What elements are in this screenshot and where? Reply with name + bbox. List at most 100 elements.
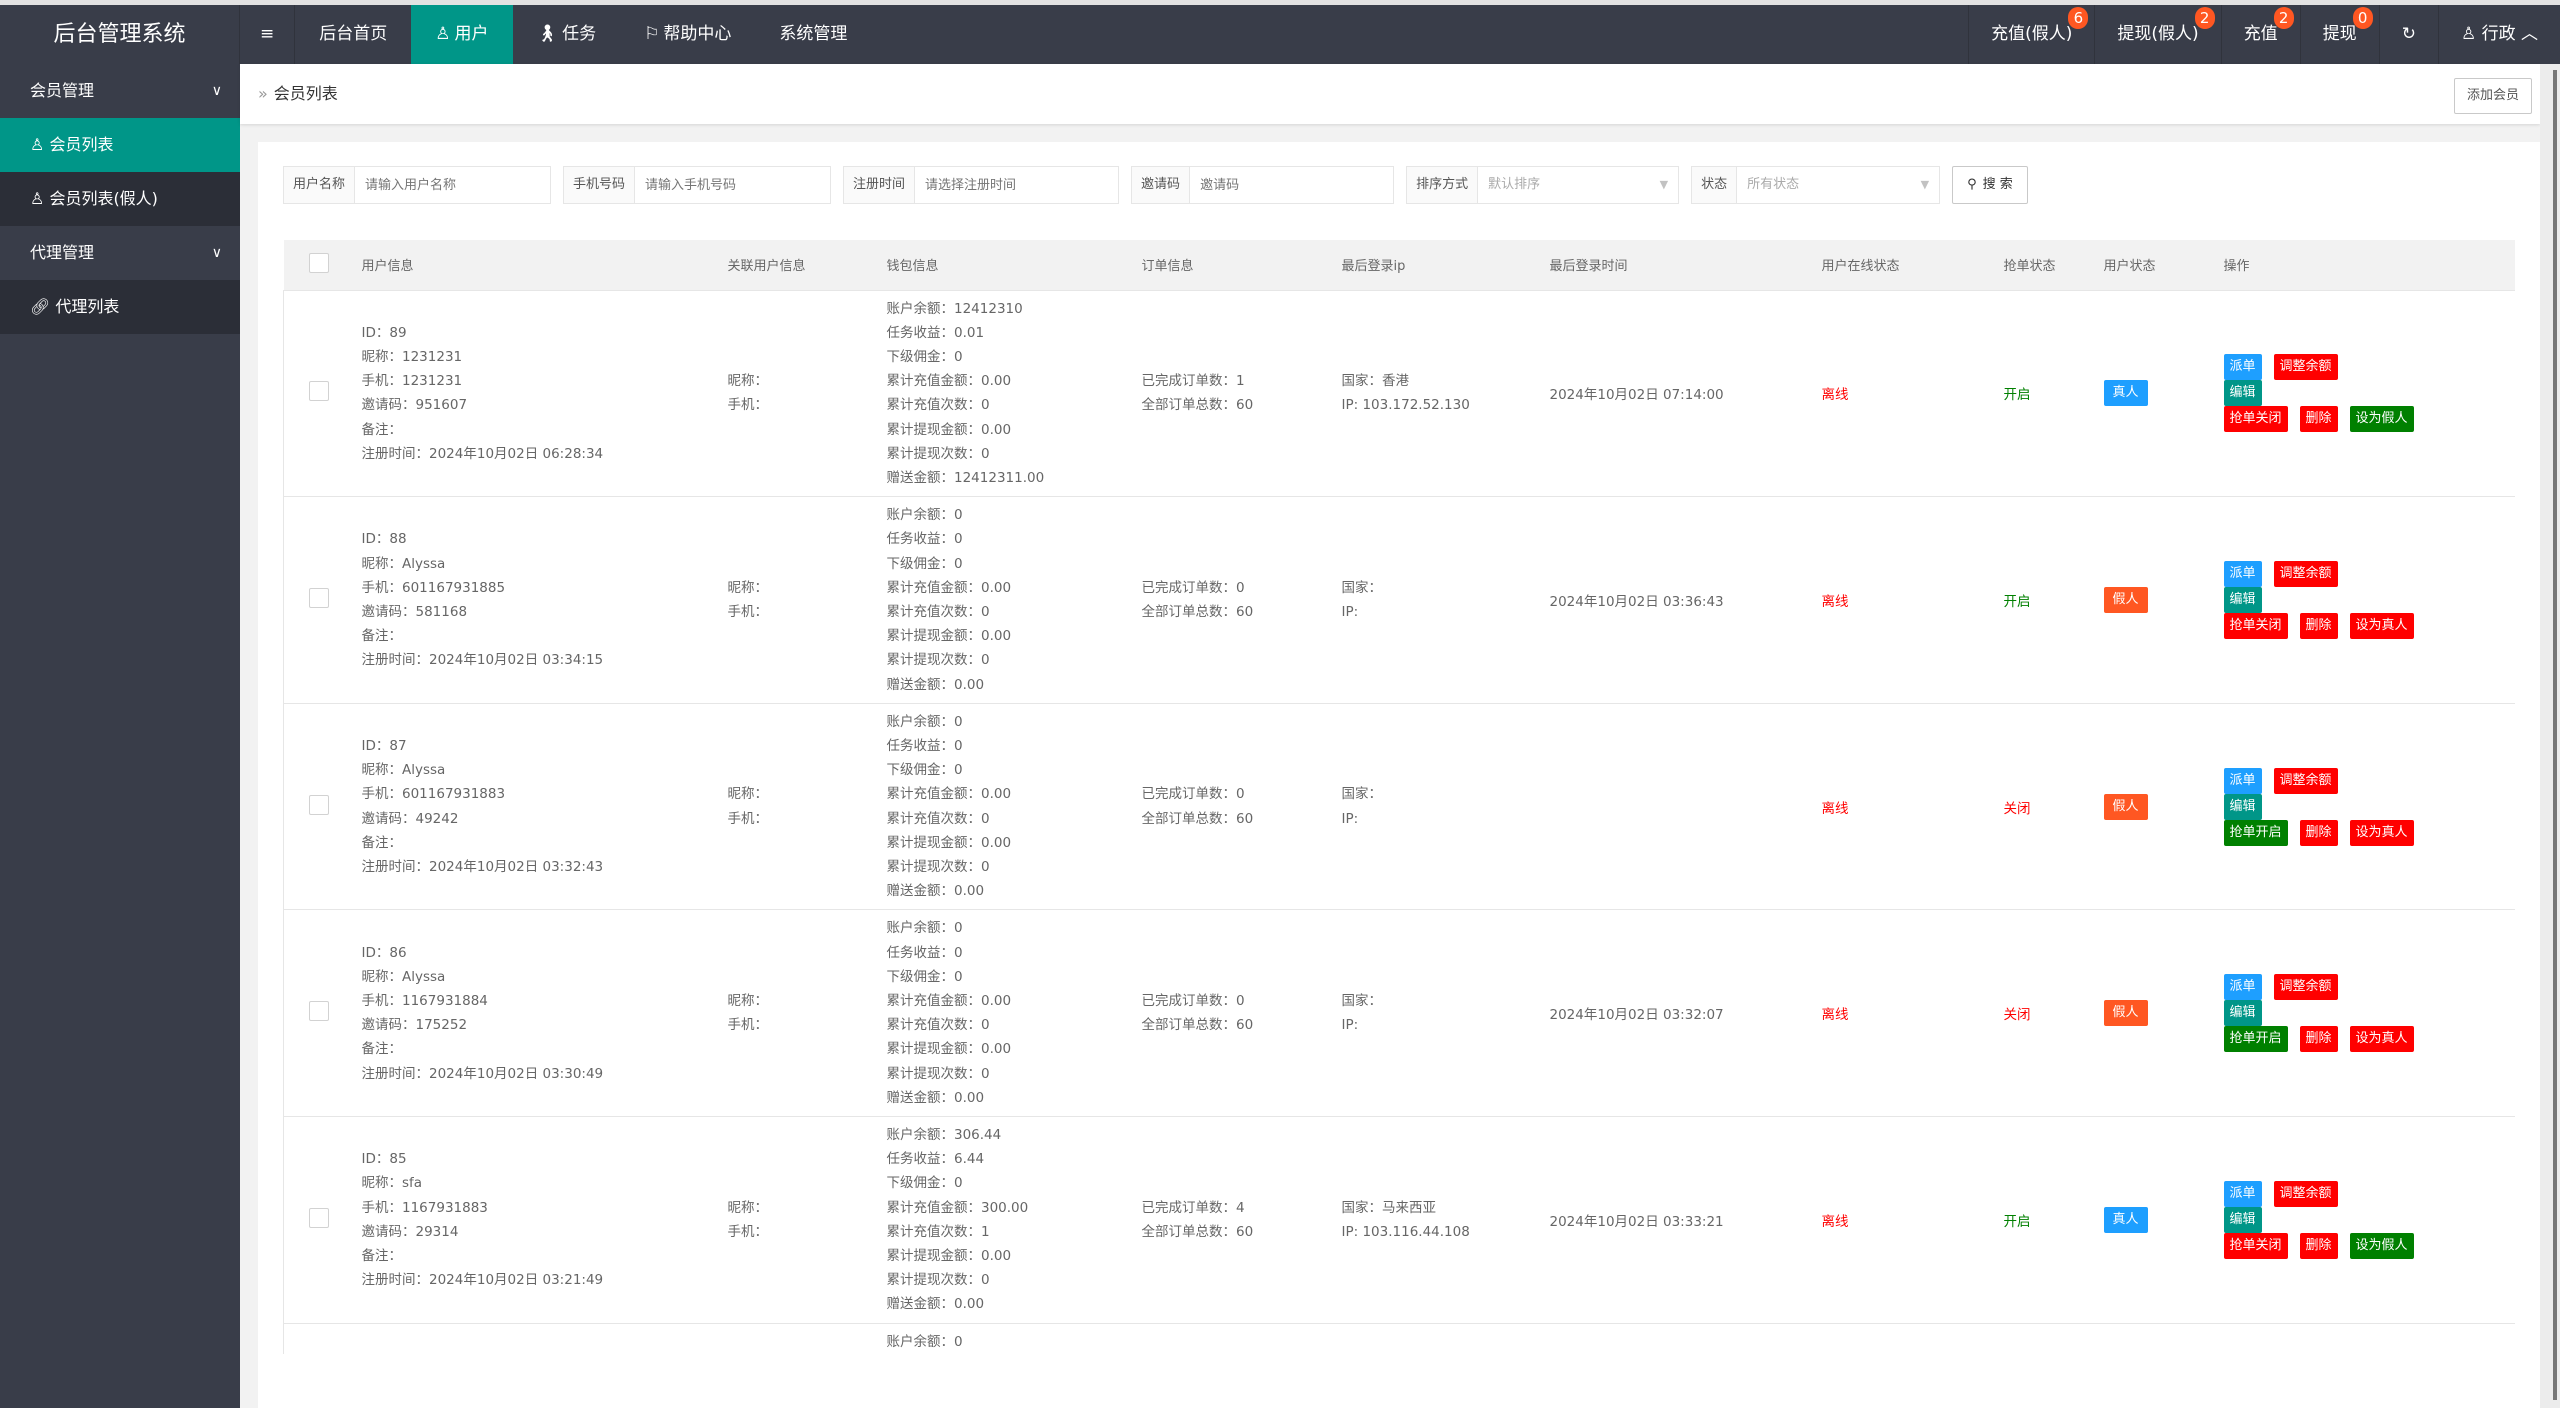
order-cell: 已完成订单数：4 全部订单总数：60 bbox=[1133, 1116, 1334, 1324]
delete-button[interactable]: 删除 bbox=[2299, 406, 2338, 433]
table-row: ID：87 昵称：Alyssa 手机：601167931883 邀请码：49242 备注… bbox=[283, 703, 2515, 911]
nav-withdraw-fake[interactable]: 提现(假人) 2 bbox=[2094, 5, 2220, 64]
login-ip-line: IP: bbox=[1341, 1017, 1359, 1034]
nav-recharge-fake[interactable]: 充值(假人) 6 bbox=[1968, 5, 2094, 64]
edit-button[interactable]: 编辑 bbox=[2223, 1206, 2262, 1233]
toggle-real-button[interactable]: 设为真人 bbox=[2349, 819, 2414, 846]
actions-cell: 派单 调整余额 编辑 抢单关闭 删除 设为假人 bbox=[2215, 290, 2515, 498]
delete-button[interactable]: 删除 bbox=[2299, 819, 2338, 846]
sidebar-item-agent-list[interactable]: 🔗︎ 代理列表 bbox=[0, 280, 240, 334]
wallet-cell: 账户余额：0 任务收益：0 下级佣金：0 累计充值金额：0.00 累计充值次数：0 累计提… bbox=[878, 909, 1134, 1117]
row-checkbox[interactable] bbox=[308, 1207, 329, 1228]
wallet-line: 任务收益：0 bbox=[886, 737, 963, 754]
wallet-line: 累计充值次数：0 bbox=[886, 397, 990, 414]
wallet-line: 账户余额：0 bbox=[886, 713, 963, 730]
search-icon: ⚲ bbox=[1967, 177, 1977, 192]
phone-input[interactable] bbox=[635, 167, 831, 203]
grab-status: 开启 bbox=[1995, 1116, 2096, 1324]
chevron-down-icon: ∨ bbox=[211, 83, 222, 99]
sidebar-item-member-list[interactable]: ♙ 会员列表 bbox=[0, 118, 240, 172]
checkbox-cell bbox=[283, 909, 354, 1117]
grab-toggle-button[interactable]: 抢单关闭 bbox=[2223, 1232, 2288, 1259]
row-checkbox[interactable] bbox=[308, 1001, 329, 1022]
delete-button[interactable]: 删除 bbox=[2299, 612, 2338, 639]
user-info-line: ID：86 bbox=[361, 944, 407, 961]
row-checkbox[interactable] bbox=[308, 587, 329, 608]
row-checkbox[interactable] bbox=[308, 381, 329, 402]
nav-home[interactable]: 后台首页 bbox=[295, 5, 411, 64]
grab-toggle-button[interactable]: 抢单关闭 bbox=[2223, 406, 2288, 433]
adjust-balance-button[interactable]: 调整余额 bbox=[2273, 767, 2338, 794]
user-menu[interactable]: ♙ 行政 ︿ bbox=[2437, 5, 2560, 64]
user-status-cell: 假人 bbox=[2095, 909, 2216, 1117]
edit-button[interactable]: 编辑 bbox=[2223, 793, 2262, 820]
sidebar-group-members[interactable]: 会员管理 ∨ bbox=[0, 64, 240, 118]
delete-button[interactable]: 删除 bbox=[2299, 1026, 2338, 1053]
user-info-line: 邀请码：951607 bbox=[361, 397, 468, 414]
table-row: ID：89 昵称：1231231 手机：1231231 邀请码：951607 备注： 注册… bbox=[283, 290, 2515, 498]
edit-button[interactable]: 编辑 bbox=[2223, 1000, 2262, 1027]
toggle-real-button[interactable]: 设为假人 bbox=[2349, 406, 2414, 433]
user-info-line: ID：88 bbox=[361, 531, 407, 548]
row-checkbox[interactable] bbox=[308, 794, 329, 815]
grab-toggle-button[interactable]: 抢单开启 bbox=[2223, 1026, 2288, 1053]
wallet-line: 累计充值次数：0 bbox=[886, 1017, 990, 1034]
checkbox-cell bbox=[283, 1323, 354, 1354]
caret-down-icon: ▼ bbox=[1920, 178, 1930, 191]
menu-toggle-button[interactable]: ≡ bbox=[240, 5, 296, 64]
dispatch-button[interactable]: 派单 bbox=[2223, 354, 2262, 381]
sidebar-item-member-list-fake[interactable]: ♙ 会员列表(假人) bbox=[0, 172, 240, 226]
sort-select[interactable]: 默认排序 ▼ bbox=[1478, 167, 1678, 203]
toggle-real-button[interactable]: 设为真人 bbox=[2349, 1026, 2414, 1053]
user-info-line: 注册时间：2024年10月02日 03:32:43 bbox=[361, 858, 604, 875]
delete-button[interactable]: 删除 bbox=[2299, 1232, 2338, 1259]
order-line: 全部订单总数：60 bbox=[1141, 397, 1254, 414]
grab-toggle-button[interactable]: 抢单开启 bbox=[2223, 819, 2288, 846]
wallet-line: 累计充值次数：0 bbox=[886, 810, 990, 827]
dispatch-button[interactable]: 派单 bbox=[2223, 974, 2262, 1001]
user-info-line: 手机：601167931885 bbox=[361, 579, 506, 596]
count-badge: 2 bbox=[2194, 7, 2215, 29]
add-member-button[interactable]: 添加会员 bbox=[2453, 78, 2532, 114]
order-line: 全部订单总数：60 bbox=[1141, 1223, 1254, 1240]
user-info-line: 备注： bbox=[361, 421, 403, 438]
sidebar-group-agents[interactable]: 代理管理 ∨ bbox=[0, 226, 240, 280]
nav-withdraw[interactable]: 提现 0 bbox=[2299, 5, 2379, 64]
wallet-line: 累计充值次数：0 bbox=[886, 603, 990, 620]
scrollbar-thumb[interactable] bbox=[2553, 70, 2557, 1400]
nav-tasks[interactable]: 🚶︎ 任务 bbox=[513, 5, 621, 64]
toggle-real-button[interactable]: 设为假人 bbox=[2349, 1232, 2414, 1259]
regtime-input[interactable] bbox=[915, 167, 1119, 203]
edit-button[interactable]: 编辑 bbox=[2223, 586, 2262, 613]
user-info-cell: ID：85 昵称：sfa 手机：1167931883 邀请码：29314 备注： 注册时间… bbox=[353, 1116, 720, 1324]
user-info-line: 邀请码：49242 bbox=[361, 810, 459, 827]
adjust-balance-button[interactable]: 调整余额 bbox=[2273, 1180, 2338, 1207]
online-status: 离线 bbox=[1813, 290, 1996, 498]
select-all-checkbox[interactable] bbox=[308, 252, 329, 273]
nav-users[interactable]: ♙ 用户 bbox=[411, 5, 513, 64]
user-icon: ♙ bbox=[435, 24, 451, 44]
dispatch-button[interactable]: 派单 bbox=[2223, 1180, 2262, 1207]
nav-help[interactable]: ⚐ 帮助中心 bbox=[620, 5, 755, 64]
table-row: ID：85 昵称：sfa 手机：1167931883 邀请码：29314 备注： 注册时间… bbox=[283, 1116, 2515, 1324]
nav-system[interactable]: 系统管理 bbox=[755, 5, 871, 64]
refresh-button[interactable]: ↻ bbox=[2378, 5, 2438, 64]
select-value: 所有状态 bbox=[1747, 177, 1800, 192]
adjust-balance-button[interactable]: 调整余额 bbox=[2273, 560, 2338, 587]
status-select[interactable]: 所有状态 ▼ bbox=[1737, 167, 1939, 203]
dispatch-button[interactable]: 派单 bbox=[2223, 767, 2262, 794]
toggle-real-button[interactable]: 设为真人 bbox=[2349, 612, 2414, 639]
grab-toggle-button[interactable]: 抢单关闭 bbox=[2223, 612, 2288, 639]
search-button[interactable]: ⚲ 搜 索 bbox=[1952, 166, 2028, 204]
invite-input[interactable] bbox=[1190, 167, 1394, 203]
page-scrollbar[interactable] bbox=[2540, 64, 2560, 1408]
nav-recharge[interactable]: 充值 2 bbox=[2220, 5, 2300, 64]
adjust-balance-button[interactable]: 调整余额 bbox=[2273, 974, 2338, 1001]
wallet-line: 下级佣金：0 bbox=[886, 1175, 963, 1192]
user-info-line: 注册时间：2024年10月02日 03:30:49 bbox=[361, 1065, 604, 1082]
dispatch-button[interactable]: 派单 bbox=[2223, 560, 2262, 587]
edit-button[interactable]: 编辑 bbox=[2223, 380, 2262, 407]
username-input[interactable] bbox=[355, 167, 551, 203]
adjust-balance-button[interactable]: 调整余额 bbox=[2273, 354, 2338, 381]
user-info-line: 昵称：Alyssa bbox=[361, 555, 446, 572]
